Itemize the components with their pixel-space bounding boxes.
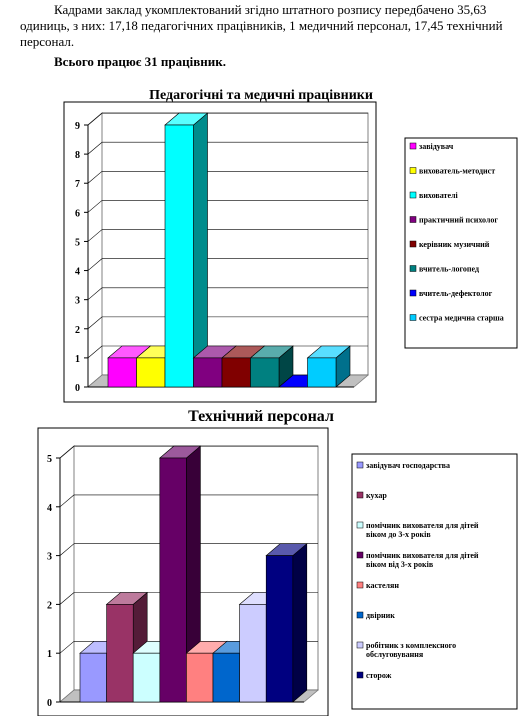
chart2-tick-label: 5 [47, 454, 52, 465]
chart2-grid-diagonal [59, 494, 75, 508]
chart1-legend-label: вчитель-дефектолог [419, 289, 493, 298]
chart1-title: Педагогічні та медичні працівники [149, 88, 373, 103]
chart1-grid-diagonal [87, 345, 103, 359]
chart2-title: Технічний персонал [188, 408, 334, 425]
chart1-legend-label: керівник музичний [419, 240, 490, 249]
chart1-bar-front [250, 357, 280, 388]
chart1-legend-swatch [409, 216, 417, 223]
chart2-bar-front [79, 652, 107, 703]
chart2-bar-front [159, 457, 187, 703]
chart2-legend-label: кухар [366, 491, 387, 500]
chart1-legend-label: практичний психолог [419, 216, 498, 225]
chart-technical-staff: 0 1 2 3 4 5 завідувач господарства кухар помічни… [37, 427, 518, 716]
chart1-bar-side [193, 112, 208, 388]
chart1-legend-label: вчитель-логопед [419, 265, 479, 274]
chart2-bar-front [265, 555, 294, 703]
paragraph-total-staff: Всього працює 31 працівник. [20, 54, 510, 70]
chart2-grid-diagonal [59, 641, 75, 654]
chart2-legend-swatch [356, 551, 364, 559]
chart2-legend-swatch [356, 581, 364, 589]
chart1-tick-label: 4 [75, 267, 80, 278]
chart1-legend-label: сестра медична старша [419, 314, 504, 323]
chart1-grid-diagonal [87, 287, 103, 300]
chart1-legend [404, 137, 518, 349]
chart2-bar-front [239, 604, 267, 703]
chart2-legend-label: кастелян [366, 581, 399, 590]
chart2-bar [79, 640, 122, 703]
chart2-bar-front [132, 652, 161, 703]
chart2-bar-front [186, 652, 214, 703]
chart1-back-wall [101, 112, 369, 376]
chart2-bar-front [106, 604, 134, 703]
chart2-legend-swatch [356, 671, 364, 679]
chart1-grid-diagonal [87, 171, 103, 184]
chart1-bar-front [136, 357, 166, 388]
chart1-bar-front [107, 357, 137, 388]
chart2-legend-label: робітник з комплексного обслуговування [366, 641, 456, 659]
chart2-tick-label: 1 [47, 649, 52, 660]
chart1-legend-swatch [409, 314, 417, 321]
chart1-tick-label: 3 [75, 296, 80, 307]
chart1-bar-front [164, 124, 194, 388]
chart1-legend-swatch [409, 142, 417, 150]
chart2-bar [158, 445, 202, 703]
chart2-legend-label: двірник [366, 611, 395, 620]
chart2-tick-label: 4 [47, 503, 52, 514]
chart2-legend [351, 453, 518, 710]
chart1-tick-label: 0 [75, 383, 80, 394]
chart1-legend-label: завідувач [419, 142, 454, 151]
chart1-legend-label: вихователь-методист [419, 167, 495, 176]
chart1-tick-label: 5 [75, 237, 80, 248]
chart1-bar [164, 112, 209, 388]
chart2-legend-label: сторож [366, 671, 392, 680]
paragraph-staffing-text: Кадрами заклад укомплектований згідно шт… [20, 2, 503, 49]
chart1-tick-label: 6 [75, 208, 80, 219]
chart1-legend-swatch [409, 265, 417, 272]
chart1-tick-label: 2 [75, 325, 80, 336]
chart2-tick-label: 0 [47, 698, 52, 709]
chart2-bar-side [292, 543, 308, 703]
chart2-legend-swatch [356, 461, 364, 469]
chart1-tick-label: 1 [75, 354, 80, 365]
chart2-legend-swatch [356, 611, 364, 619]
chart1-bar-front [221, 357, 251, 388]
chart2-grid-diagonal [59, 592, 75, 605]
paragraph-total-staff-text: Всього працює 31 працівник. [54, 54, 226, 69]
chart1-tick-label: 9 [75, 121, 80, 132]
paragraph-staffing: Кадрами заклад укомплектований згідно шт… [20, 2, 510, 50]
chart2-legend-swatch [356, 521, 364, 529]
chart1-legend-swatch [409, 167, 417, 174]
chart1-grid-diagonal [87, 141, 103, 155]
chart1-grid-diagonal [87, 258, 103, 271]
chart1-tick-label: 7 [75, 179, 80, 190]
chart1-grid-diagonal [87, 112, 103, 126]
chart2-legend-label: помічник вихователя для дітей віком від 3… [366, 551, 479, 569]
chart1-grid-diagonal [87, 229, 103, 242]
chart1-bar [306, 345, 351, 388]
chart1-grid-diagonal [87, 200, 103, 213]
chart2-tick-label: 2 [47, 600, 52, 611]
chart1-bar-front [193, 357, 223, 388]
chart1-tick-label: 8 [75, 150, 80, 161]
chart1-legend-label: вихователі [419, 191, 459, 200]
chart1-legend-swatch [409, 240, 417, 248]
chart1-bar-front [307, 357, 337, 388]
chart1-legend-swatch [409, 191, 417, 199]
chart2-grid-diagonal [59, 445, 75, 459]
chart1-legend-swatch [409, 289, 417, 297]
chart2-legend-swatch [356, 491, 364, 499]
chart2-legend-label: помічник вихователя для дітей віком до 3-… [366, 521, 479, 539]
chart2-bar-front [212, 652, 240, 703]
chart1-grid-diagonal [87, 316, 103, 330]
chart-pedagogical-medical: 0 1 2 3 4 5 6 7 8 9 завідувач вихователь-методист ви… [63, 101, 518, 403]
chart1-side-wall [87, 112, 103, 389]
chart2-side-wall [59, 445, 75, 704]
chart2-grid-diagonal [59, 543, 75, 556]
chart2-tick-label: 3 [47, 552, 52, 563]
chart2-bar [265, 543, 308, 703]
chart1-bar [249, 345, 294, 388]
chart2-legend-swatch [356, 641, 364, 649]
chart2-legend-label: завідувач господарства [366, 461, 450, 470]
